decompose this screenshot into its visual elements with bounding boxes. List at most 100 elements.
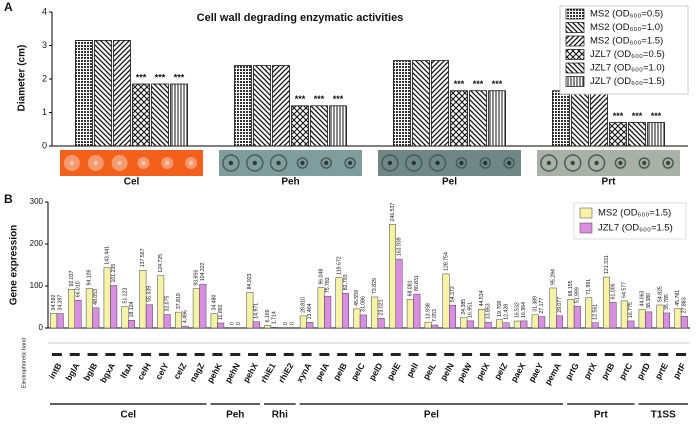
- y-tick-label: 300: [30, 197, 44, 206]
- bar: [406, 299, 414, 329]
- value-label: 37.819: [176, 293, 182, 309]
- y-tick-label: 100: [30, 281, 44, 290]
- bar: [317, 287, 325, 329]
- bar: [335, 277, 343, 329]
- value-label: 101.235: [111, 264, 117, 283]
- bar: [121, 306, 129, 329]
- bar: [520, 320, 528, 329]
- bar: [531, 314, 539, 329]
- legend-box: [573, 202, 687, 240]
- panel-letter: B: [4, 192, 13, 206]
- x-tick-label: Peh: [281, 177, 299, 188]
- bar: [324, 295, 332, 329]
- electrophoretic-band: [87, 353, 98, 356]
- value-label: 128.754: [443, 252, 449, 271]
- bar: [246, 292, 254, 329]
- electrophoretic-band: [194, 353, 205, 356]
- group-label: Cel: [120, 410, 136, 421]
- bar: [674, 308, 682, 329]
- legend-swatch: [579, 222, 593, 234]
- electrophoretic-band: [676, 353, 687, 356]
- value-label: 35.785: [664, 294, 670, 310]
- bar: [502, 322, 510, 329]
- value-label: 95.294: [550, 269, 556, 285]
- x-tick-label: prtD: [635, 361, 652, 381]
- value-label: 16.951: [468, 302, 474, 318]
- electrophoretic-band: [497, 353, 508, 356]
- value-label: 31.086: [361, 296, 367, 312]
- band-label: Electrophoretic band: [21, 338, 27, 388]
- value-label: 93.656: [194, 270, 200, 286]
- value-label: 16.964: [521, 302, 527, 318]
- value-label: 32.075: [165, 296, 171, 312]
- legend-swatch: [565, 35, 585, 47]
- value-label: 38.380: [646, 293, 652, 309]
- value-label: 119.672: [336, 256, 342, 274]
- y-tick-label: 1: [42, 107, 47, 117]
- halo: [638, 157, 650, 169]
- value-label: 75.782: [325, 277, 331, 293]
- value-label: 51.999: [575, 287, 581, 303]
- electrophoretic-band: [622, 353, 633, 356]
- colony: [228, 160, 234, 166]
- bar: [92, 307, 100, 329]
- value-label: 13.853: [486, 303, 492, 319]
- electrophoretic-band: [515, 353, 526, 356]
- colony: [300, 160, 305, 166]
- y-tick-label: 0: [42, 140, 47, 150]
- bar: [210, 313, 218, 329]
- bar: [466, 320, 474, 329]
- value-label: 82.793: [343, 274, 349, 290]
- value-label: 66.010: [75, 281, 81, 297]
- halo: [222, 154, 240, 172]
- bar: [85, 288, 93, 329]
- electrophoretic-band: [319, 353, 330, 356]
- bar: [163, 314, 171, 329]
- electrophoretic-band: [640, 353, 651, 356]
- bar: [656, 304, 664, 329]
- value-label: 16.532: [515, 302, 521, 318]
- legend-swatch: [579, 207, 593, 219]
- bar: [234, 65, 252, 147]
- bar: [513, 320, 521, 329]
- bar: [628, 122, 646, 147]
- bar: [556, 315, 563, 329]
- group-label: Peh: [226, 410, 244, 421]
- x-tick-label: pelN: [438, 361, 456, 382]
- plate-image: [378, 150, 521, 176]
- bar: [603, 276, 610, 329]
- bar: [175, 311, 182, 329]
- y-tick-label: 3: [42, 40, 47, 50]
- value-label: 0: [289, 322, 295, 325]
- value-label: 121.331: [604, 255, 610, 274]
- value-label: 29.077: [557, 297, 563, 313]
- bar: [478, 309, 486, 329]
- significance: ***: [632, 111, 643, 121]
- value-label: 163.939: [396, 237, 402, 256]
- colony: [546, 160, 552, 166]
- electrophoretic-band: [176, 353, 187, 356]
- x-tick-label: prtG: [563, 361, 581, 382]
- legend-swatch: [565, 62, 585, 74]
- significance: ***: [492, 79, 503, 89]
- bar: [488, 90, 506, 147]
- y-axis-label: Gene expression: [9, 225, 20, 306]
- value-label: 27.177: [539, 298, 545, 314]
- bar: [450, 90, 468, 147]
- electrophoretic-band: [426, 353, 437, 356]
- value-label: 23.021: [379, 299, 385, 315]
- y-tick-label: 200: [30, 239, 44, 248]
- significance: ***: [136, 72, 147, 82]
- group-label: T1SS: [651, 410, 676, 421]
- electrophoretic-band: [569, 353, 580, 356]
- bar: [638, 309, 646, 329]
- x-tick-label: prtC: [617, 361, 634, 381]
- halo: [428, 154, 447, 172]
- value-label: 143.441: [105, 246, 111, 265]
- bar: [571, 90, 589, 147]
- bar: [199, 283, 207, 329]
- bar: [103, 267, 111, 329]
- halo: [296, 157, 309, 169]
- value-label: 13.938: [426, 303, 432, 319]
- bar: [413, 293, 421, 329]
